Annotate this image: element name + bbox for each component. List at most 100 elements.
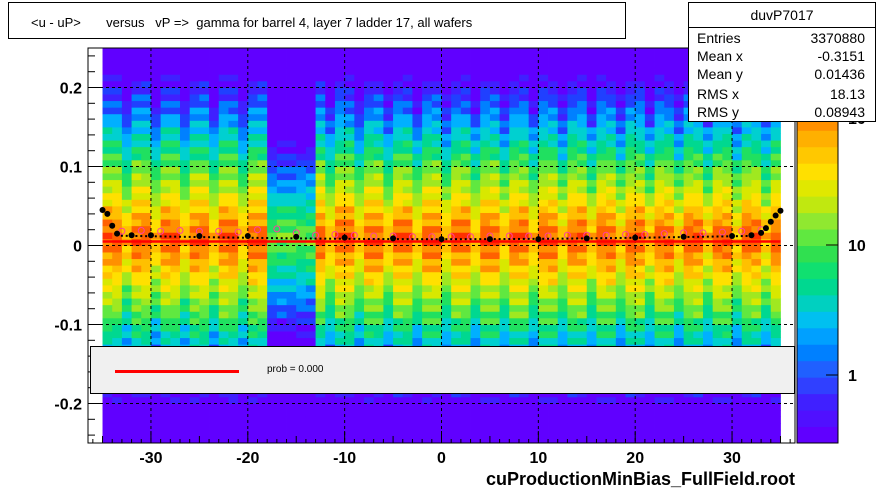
heat-cell [460,225,471,233]
heat-cell [267,140,278,148]
heat-cell [334,54,346,62]
heat-cell [577,179,588,187]
heat-cell [296,403,307,411]
heat-cell [160,146,171,154]
heat-cell [199,331,210,339]
stat-row-rms-x: RMS x 18.13 [697,86,865,106]
heat-cell [761,133,772,141]
heat-cell [557,74,568,82]
heat-cell [596,416,607,424]
heat-cell [664,67,675,75]
heat-cell [402,133,413,141]
heat-cell [577,159,588,167]
heat-cell [238,317,249,325]
heat-cell [296,186,307,194]
heat-cell [238,127,249,134]
heat-cell [238,159,249,167]
heat-cell [247,219,258,227]
heat-cell [141,146,152,154]
heat-cell [257,416,268,424]
heat-cell [209,140,220,148]
heat-cell [538,304,549,312]
heat-cell [451,199,462,207]
heat-cell [131,87,142,95]
heat-cell [673,100,685,108]
heat-cell [722,416,733,424]
heat-cell [247,265,258,273]
heat-cell [209,133,220,141]
heat-cell [615,317,626,325]
heat-cell [315,206,326,213]
profile-point-black [159,235,162,238]
heat-cell [567,304,578,312]
heat-cell [528,61,539,69]
heat-cell [596,166,607,174]
heat-cell [702,331,714,339]
heat-cell [131,166,142,174]
heat-cell [596,291,607,299]
profile-point-black [401,238,404,241]
heat-cell [538,127,549,134]
heat-cell [112,337,123,345]
heat-cell [276,403,287,411]
heat-cell [761,159,772,167]
heat-cell [693,403,704,411]
heat-cell [199,278,210,286]
heat-cell [451,206,462,213]
heat-cell [180,166,191,174]
heat-cell [422,199,433,207]
heat-cell [315,219,326,227]
heat-cell [160,298,171,306]
heat-cell [141,159,152,167]
heat-cell [160,317,171,325]
stat-value: 18.13 [829,86,865,102]
heat-cell [373,192,384,200]
heat-cell [528,423,539,431]
heat-cell [315,232,326,240]
heat-cell [635,173,646,181]
heat-cell [499,396,510,404]
heat-cell [557,291,568,299]
heat-cell [654,331,665,339]
heat-cell [150,337,162,345]
heat-cell [693,311,704,319]
heat-cell [480,317,491,325]
heat-cell [460,258,471,266]
heat-cell [121,199,132,207]
heat-cell [586,159,597,167]
heat-cell [451,311,462,319]
heat-cell [199,206,210,213]
heat-cell [654,140,665,148]
profile-point-black [125,234,128,237]
heat-cell [538,311,549,319]
profile-point-black [542,237,545,240]
heat-cell [354,324,365,332]
heat-cell [383,219,394,227]
heat-cell [296,113,307,121]
heat-cell [373,166,384,174]
heat-cell [664,285,675,292]
heat-cell [373,252,384,260]
heat-cell [499,416,510,424]
heat-cell [121,311,132,319]
heat-cell [199,100,210,108]
heat-cell [238,107,249,115]
heat-cell [693,410,704,418]
heat-cell [480,186,491,194]
heat-cell [451,278,462,286]
heat-cell [635,410,646,418]
heat-cell [644,113,655,121]
heat-cell [276,100,287,108]
heat-cell [393,153,404,161]
heat-cell [615,337,626,345]
heat-cell [422,423,433,431]
heat-cell [344,317,355,325]
heat-cell [722,298,733,306]
heat-cell [364,317,375,325]
heat-cell [470,74,481,82]
heat-cell [470,100,481,108]
heat-cell [209,278,220,286]
heat-cell [218,252,229,260]
heat-cell [228,54,239,62]
heat-cell [606,120,617,128]
